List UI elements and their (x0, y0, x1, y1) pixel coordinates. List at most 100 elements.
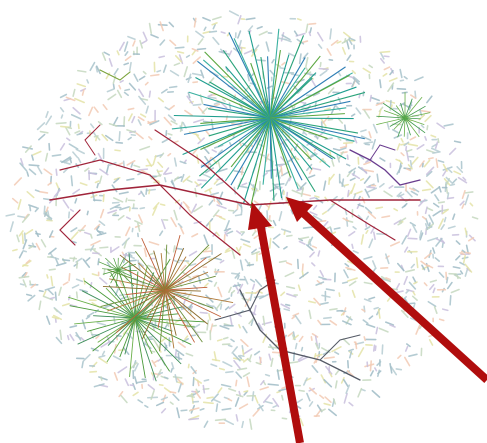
edge (243, 350, 244, 355)
edge (224, 235, 225, 243)
edge (147, 190, 156, 191)
edge (374, 345, 375, 351)
edge (49, 269, 55, 270)
edge (293, 335, 294, 338)
edge (367, 187, 375, 188)
edge (158, 171, 162, 172)
edge (266, 375, 270, 376)
edge (287, 235, 292, 236)
edge (451, 184, 455, 185)
edge (82, 362, 83, 368)
edge (244, 391, 248, 392)
edge (115, 150, 120, 151)
edge (380, 52, 389, 53)
edge (171, 369, 172, 372)
edge (56, 169, 57, 175)
edge (165, 377, 168, 378)
edge (298, 260, 299, 269)
edge (256, 60, 265, 61)
edge (125, 89, 129, 90)
edge (71, 176, 72, 186)
edge (29, 165, 39, 166)
edge (146, 165, 152, 166)
edge (47, 275, 48, 278)
edge (317, 355, 322, 356)
edge (27, 172, 28, 176)
edge (98, 259, 99, 265)
edge (380, 80, 381, 88)
edge (236, 215, 242, 216)
edge (97, 184, 98, 188)
edge (364, 337, 365, 340)
edge (427, 126, 428, 130)
edge (400, 80, 403, 81)
edge (148, 337, 152, 338)
network-visualization (0, 0, 487, 443)
edge (423, 164, 424, 167)
edge (315, 354, 316, 358)
edge (315, 136, 318, 137)
edge (450, 296, 451, 305)
edge (27, 294, 32, 295)
edge (21, 284, 24, 285)
edge (101, 377, 102, 380)
edge (396, 369, 401, 370)
hub-edge (270, 118, 354, 119)
edge (345, 185, 349, 186)
edge (175, 352, 176, 357)
edge (447, 278, 448, 283)
edge (466, 192, 473, 193)
edge (86, 249, 96, 250)
edge (119, 132, 120, 141)
edge (270, 239, 271, 248)
edge (282, 418, 286, 419)
edge (319, 69, 328, 70)
edge (442, 243, 443, 247)
edge (210, 31, 217, 32)
edge (170, 87, 177, 88)
edge (44, 206, 45, 214)
edge (60, 330, 61, 339)
edge (339, 293, 340, 296)
edge (290, 362, 298, 363)
edge (241, 203, 242, 209)
edge (277, 391, 280, 392)
edge (204, 251, 212, 252)
edge (334, 228, 339, 229)
edge (286, 305, 290, 306)
edge (114, 84, 115, 88)
edge (324, 318, 331, 319)
edge (457, 275, 458, 278)
edge (242, 168, 243, 175)
edge (50, 298, 54, 299)
edge (146, 189, 147, 194)
edge (204, 380, 208, 381)
edge (23, 251, 26, 252)
edge (198, 180, 206, 181)
edge (165, 178, 166, 182)
edge (63, 260, 70, 261)
edge (328, 119, 332, 120)
edge (39, 291, 43, 292)
edge (30, 281, 31, 284)
edge (130, 260, 136, 261)
edge (18, 216, 24, 217)
edge (176, 248, 182, 249)
edge (174, 246, 175, 252)
edge (161, 204, 165, 205)
edge (174, 377, 182, 378)
edge (221, 305, 222, 309)
edge (216, 404, 217, 411)
edge (61, 115, 62, 118)
edge (77, 292, 78, 298)
edge (151, 75, 159, 76)
edge (343, 282, 348, 283)
edge (277, 171, 278, 176)
edge (330, 29, 331, 39)
edge (315, 196, 319, 197)
edge (209, 281, 212, 282)
edge (329, 60, 332, 61)
edge (236, 380, 237, 385)
edge (91, 234, 92, 238)
edge (140, 208, 144, 209)
